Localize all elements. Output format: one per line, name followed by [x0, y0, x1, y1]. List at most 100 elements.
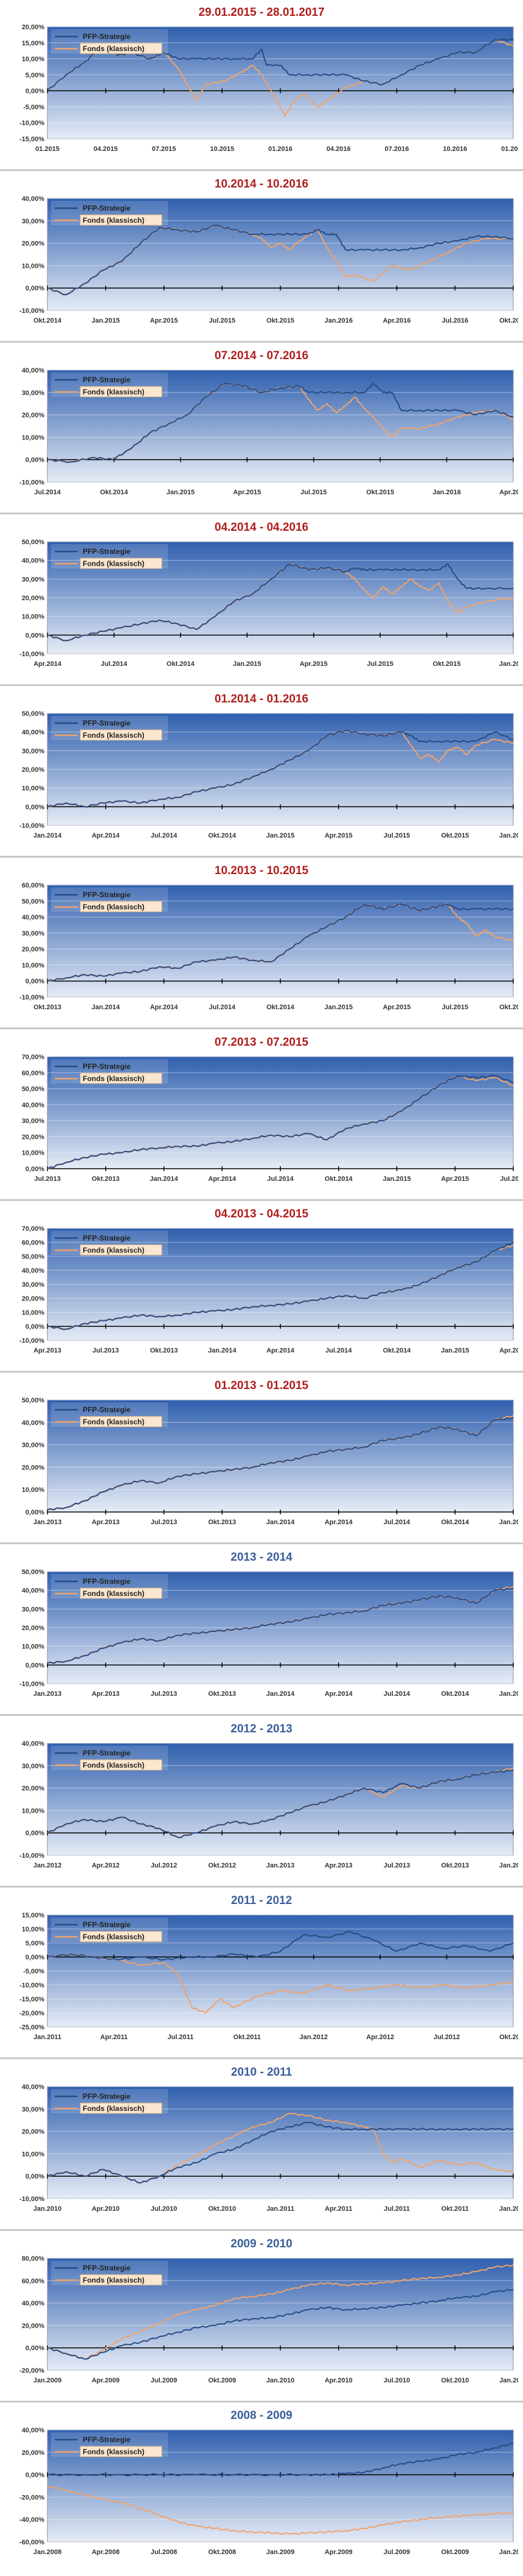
line-chart: -10,00% 0,00% 10,00% 20,00% 30,00% 40,00% 50,0…: [19, 1569, 518, 1698]
chart-panel: 2011 - 2012 -25,00% -20,00% -15,00% -10,00% -…: [5, 1888, 518, 2048]
legend-label: Fonds (klassisch): [83, 216, 144, 225]
y-tick-label: -10,00%: [19, 479, 44, 486]
y-tick-label: 10,00%: [22, 2151, 45, 2158]
y-tick-label: 0,00%: [26, 978, 44, 985]
y-tick-label: -10,00%: [19, 120, 44, 127]
y-tick-label: 20,00%: [22, 2129, 45, 2136]
series-line-pfp-strategie: [47, 1931, 514, 1961]
chart-panel: 04.2014 - 04.2016 -10,00% 0,00% 10,00% 20,00…: [5, 515, 518, 674]
chart-panel: 2013 - 2014 -10,00% 0,00% 10,00% 20,00% 30,00…: [5, 1545, 518, 1704]
chart-title: 01.2014 - 01.2016: [214, 693, 309, 705]
x-tick-label: Jul.2014: [267, 1175, 294, 1183]
y-tick-label: 20,00%: [22, 240, 45, 248]
x-tick-label: Jul.2011: [384, 2205, 410, 2213]
chart-title: 07.2013 - 07.2015: [214, 1036, 309, 1049]
panel-separator: [0, 1199, 523, 1201]
x-tick-label: Jul.2014: [325, 1347, 352, 1354]
y-tick-label: 20,00%: [22, 2322, 45, 2329]
x-tick-label: 04.2016: [327, 145, 351, 153]
chart-title: 2010 - 2011: [230, 2066, 293, 2079]
y-tick-label: -25,00%: [19, 2024, 44, 2031]
y-tick-label: -15,00%: [19, 136, 44, 143]
x-tick-label: Okt.2014: [383, 1347, 412, 1354]
x-tick-label: Okt.2009: [441, 2549, 469, 2556]
x-tick-label: Okt.2015: [433, 660, 461, 668]
x-tick-label: Apr.2014: [92, 832, 120, 839]
chart-title: 29.01.2015 - 28.01.2017: [198, 6, 325, 19]
x-tick-label: Jan.2014: [266, 1690, 295, 1698]
x-tick-label: Jan.2016: [325, 317, 353, 324]
y-tick-label: 10,00%: [22, 434, 45, 441]
y-tick-label: 5,00%: [26, 72, 44, 79]
x-tick-label: Okt.2016: [499, 317, 518, 324]
y-tick-label: 50,00%: [22, 1569, 45, 1576]
y-tick-label: 60,00%: [22, 1239, 45, 1247]
panel-separator: [0, 2229, 523, 2231]
x-tick-label: Apr.2015: [441, 1175, 469, 1183]
x-tick-label: Jul.2013: [384, 1862, 410, 1869]
series-line-fonds-klassisch: [47, 1953, 514, 2014]
x-tick-label: Jul.2014: [384, 1519, 410, 1526]
chart-panel: 01.2013 - 01.2015 0,00% 10,00% 20,00% 30,00%…: [5, 1373, 518, 1533]
x-tick-label: Apr.2015: [383, 1004, 411, 1011]
y-tick-label: -10,00%: [19, 1852, 44, 1860]
y-tick-label: 60,00%: [22, 882, 45, 889]
series-line-fonds-klassisch: [47, 2264, 514, 2360]
x-tick-label: Jan.2014: [208, 1347, 237, 1354]
legend: PFP-Strategie Fonds (klassisch): [51, 201, 168, 226]
y-tick-label: -10,00%: [19, 994, 44, 1001]
y-tick-label: -60,00%: [19, 2539, 44, 2546]
y-tick-label: 10,00%: [22, 1309, 45, 1317]
y-tick-label: -20,00%: [19, 2494, 44, 2501]
x-tick-label: Jan.2009: [33, 2377, 61, 2384]
y-tick-label: -10,00%: [19, 1681, 44, 1688]
x-tick-label: Jan.2012: [299, 2034, 327, 2041]
x-tick-label: Jul.2014: [34, 489, 61, 496]
chart-title: 10.2013 - 10.2015: [214, 864, 309, 877]
x-tick-label: Jan.2010: [33, 2205, 61, 2213]
line-chart: -10,00% 0,00% 10,00% 20,00% 30,00% 40,00% 50,0…: [19, 539, 518, 668]
chart-title: 2011 - 2012: [230, 1894, 293, 1907]
x-tick-label: Apr.2013: [325, 1862, 353, 1869]
y-tick-label: 30,00%: [22, 747, 45, 755]
x-tick-label: Jul.2015: [442, 1004, 468, 1011]
legend-label: PFP-Strategie: [83, 719, 131, 727]
x-tick-label: Jan.2010: [499, 2549, 518, 2556]
x-tick-label: Okt.2014: [325, 1175, 353, 1183]
x-tick-label: 01.2015: [35, 145, 60, 153]
x-tick-label: Jan.2015: [383, 1175, 410, 1183]
x-tick-label: Jan.2015: [441, 1347, 469, 1354]
chart-panel: 10.2013 - 10.2015 -10,00% 0,00% 10,00% 20,00…: [5, 858, 518, 1018]
x-tick-label: Jul.2015: [300, 489, 327, 496]
legend: PFP-Strategie Fonds (klassisch): [51, 2089, 168, 2114]
y-tick-label: 10,00%: [22, 785, 45, 793]
x-tick-label: Okt.2011: [442, 2205, 469, 2213]
x-tick-label: Jan.2016: [499, 832, 518, 839]
legend-label: Fonds (klassisch): [83, 1589, 144, 1598]
x-tick-label: Okt.2015: [499, 1004, 518, 1011]
y-tick-label: 30,00%: [22, 576, 45, 583]
line-chart: -60,00% -40,00% -20,00% 0,00% 20,00% 40,00% Ja…: [19, 2427, 518, 2556]
x-tick-label: Jan.2013: [33, 1519, 61, 1526]
legend-label: PFP-Strategie: [83, 547, 131, 556]
x-tick-label: Okt.2015: [441, 832, 469, 839]
y-tick-label: 20,00%: [22, 1133, 45, 1141]
chart-title: 2008 - 2009: [230, 2409, 293, 2422]
legend-label: Fonds (klassisch): [83, 388, 144, 396]
y-tick-label: 30,00%: [22, 2106, 45, 2113]
y-tick-label: 10,00%: [22, 1807, 45, 1815]
panel-separator: [0, 1542, 523, 1544]
y-tick-label: 0,00%: [26, 2472, 44, 2479]
x-tick-label: Apr.2015: [150, 317, 178, 324]
x-tick-label: Jan.2015: [167, 489, 195, 496]
series-line-fonds-klassisch: [47, 2485, 514, 2535]
x-tick-label: Apr.2013: [33, 1347, 61, 1354]
x-tick-label: Jul.2010: [151, 2205, 177, 2213]
x-tick-label: Jan.2016: [432, 489, 460, 496]
series-line-pfp-strategie: [47, 225, 513, 296]
chart-title: 04.2014 - 04.2016: [214, 521, 309, 534]
x-tick-label: Jul.2012: [151, 1862, 177, 1869]
y-tick-label: 30,00%: [22, 1442, 45, 1449]
y-tick-label: -40,00%: [19, 2516, 44, 2524]
